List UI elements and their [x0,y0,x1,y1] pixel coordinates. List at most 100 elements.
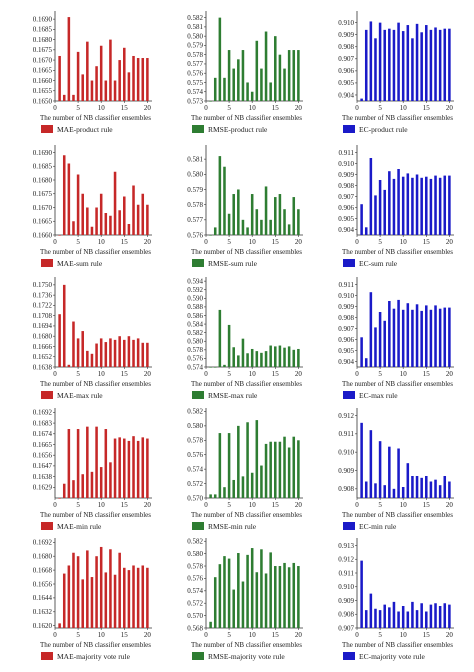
y-tick-label: 0.1670 [33,56,53,64]
bar-18 [136,338,140,367]
bar-11 [406,25,410,101]
y-tick-label: 0.1660 [33,77,53,85]
x-axis-label: The number of NB classifier ensembles [40,248,151,256]
legend-swatch [343,522,355,530]
y-tick-label: 0.580 [187,422,203,430]
y-tick-label: 0.576 [187,70,203,78]
x-axis-label: The number of NB classifier ensembles [342,511,453,519]
y-tick-label: 0.572 [187,480,203,488]
x-tick-label: 5 [76,104,80,112]
chart-panel-15: 0.907 0.908 0.909 0.910 0.911 0.912 0.913 0 5 10 1… [338,538,454,661]
bar-4 [223,166,226,235]
bar-13 [264,573,268,628]
bar-17 [132,185,135,235]
y-tick-label: 0.1638 [33,363,53,371]
bar-7 [388,28,391,101]
x-tick-label: 20 [144,238,152,246]
bar-10 [401,31,405,101]
x-tick-label: 5 [378,501,382,509]
x-tick-label: 15 [121,104,129,112]
bar-5 [227,50,231,101]
bar-1 [58,498,61,499]
bar-11 [406,303,410,367]
y-tick-label: 0.910 [338,583,354,591]
x-axis-label: The number of NB classifier ensembles [342,248,453,256]
bar-14 [420,310,423,367]
bar-5 [227,213,231,235]
bar-11 [255,420,259,498]
bar-15 [123,438,126,498]
bar-7 [86,550,89,628]
y-tick-label: 0.1666 [33,343,53,351]
x-tick-label: 20 [446,631,454,639]
bar-14 [269,552,272,628]
bar-1 [58,623,61,628]
bar-16 [429,481,433,498]
y-tick-label: 0.911 [339,149,355,157]
bar-19 [141,58,145,101]
bar-3 [369,292,373,367]
bar-5 [227,558,231,628]
y-tick-label: 0.588 [187,303,203,311]
bar-5 [378,610,382,628]
y-tick-label: 0.581 [187,155,203,163]
bar-16 [278,54,282,101]
bar-8 [392,308,396,367]
bar-2 [364,29,368,102]
y-tick-label: 0.908 [338,314,354,322]
x-tick-label: 0 [355,501,359,509]
bar-18 [287,50,291,101]
y-tick-label: 0.579 [187,42,203,50]
bar-9 [397,299,400,367]
bar-5 [378,312,382,367]
bar-3 [218,564,222,628]
bar-14 [269,441,272,498]
x-tick-label: 10 [400,631,408,639]
y-tick-label: 0.1644 [33,594,53,602]
bar-15 [425,176,428,235]
bar-20 [146,438,149,498]
bar-5 [76,338,80,367]
bar-10 [401,309,405,367]
bar-10 [401,606,405,628]
x-tick-label: 20 [144,370,152,378]
bar-8 [392,29,396,102]
y-tick-label: 0.568 [187,624,203,632]
y-tick-label: 0.907 [338,325,354,333]
chart-panel-12: 0.908 0.909 0.910 0.911 0.912 0 5 10 15 20 The num… [338,408,454,531]
y-tick-label: 0.907 [338,193,354,201]
bar-7 [237,189,240,235]
bar-16 [278,345,282,367]
x-tick-label: 15 [121,501,129,509]
y-tick-label: 0.582 [187,408,203,416]
bar-11 [104,429,108,498]
bar-13 [415,23,419,101]
bar-18 [136,567,140,628]
bar-17 [132,436,135,498]
x-tick-label: 15 [121,238,129,246]
legend-swatch [41,652,53,660]
bar-8 [241,50,245,101]
bar-1 [209,101,212,102]
bar-16 [278,441,282,498]
bar-19 [443,307,447,367]
bar-13 [113,339,117,367]
x-tick-label: 10 [98,104,106,112]
bar-17 [434,175,437,235]
bar-17 [283,68,286,101]
y-tick-label: 0.580 [187,32,203,40]
x-axis-label: The number of NB classifier ensembles [191,248,302,256]
y-tick-label: 0.1685 [33,163,53,171]
bar-2 [213,77,217,101]
bar-14 [420,603,423,628]
legend-label: RMSE-max rule [208,391,258,400]
bar-1 [58,314,61,367]
bar-20 [297,566,300,628]
bar-4 [374,608,377,628]
bar-7 [86,41,89,101]
x-tick-label: 5 [76,238,80,246]
bar-13 [113,574,117,628]
x-tick-label: 5 [76,631,80,639]
